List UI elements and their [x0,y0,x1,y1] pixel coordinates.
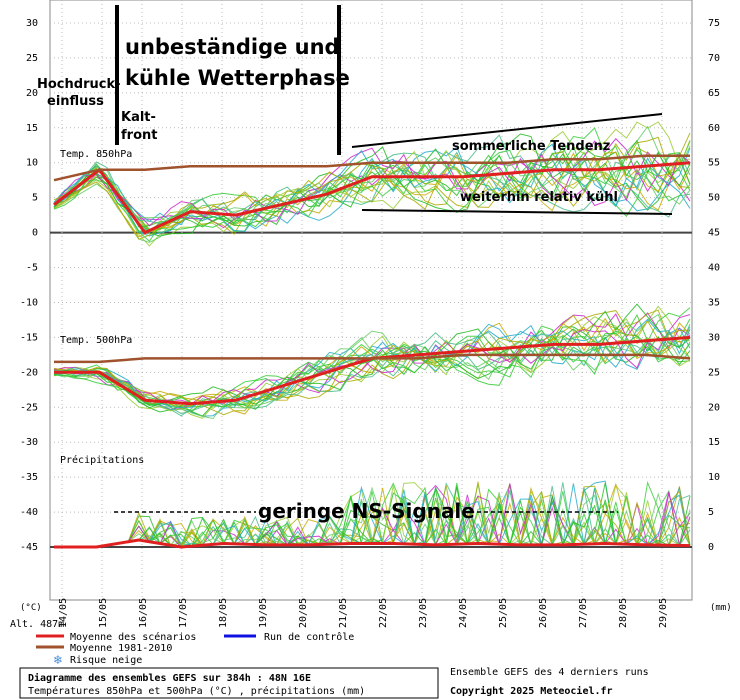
annotation-main-line2: kühle Wetterphase [125,66,350,90]
annotation-highpressure-2: einfluss [47,94,104,109]
right-tick-label: 40 [708,263,720,274]
date-tick-label: 26/05 [538,598,549,628]
right-tick-label: 0 [708,542,714,553]
left-tick-label: 20 [26,88,38,99]
footer-copyright: Copyright 2025 Meteociel.fr [450,685,613,697]
date-tick-label: 19/05 [258,598,269,628]
left-tick-label: 5 [32,193,38,204]
date-tick-label: 23/05 [418,598,429,628]
date-tick-label: 14/05 [58,598,69,628]
right-tick-label: 20 [708,402,720,413]
axes: 302520151050-5-10-15-20-25-30-35-40-4575… [20,18,720,628]
ensemble-member-precip [54,486,691,548]
left-tick-label: -10 [20,297,38,308]
date-tick-label: 25/05 [498,598,509,628]
left-tick-label: -30 [20,437,38,448]
legend-snow-label: Risque neige [70,655,142,666]
ensemble-member-850 [53,140,691,232]
date-tick-label: 21/05 [338,598,349,628]
ensemble-member-500 [53,316,691,419]
right-tick-label: 10 [708,472,720,483]
ensemble-member-850 [53,133,691,237]
ensemble-member-850 [53,138,691,229]
date-tick-label: 27/05 [578,598,589,628]
series-line-mean-0 [53,161,691,235]
series-line-climo-1 [54,353,691,364]
date-tick-label: 15/05 [98,598,109,628]
right-tick-label: 60 [708,123,720,134]
grid [50,0,692,600]
ensemble-member-500 [53,309,691,416]
plot-area [49,0,693,601]
right-tick-label: 15 [708,437,720,448]
footer-box [19,667,439,699]
date-tick-label: 17/05 [178,598,189,628]
legend-control-label: Run de contrôle [264,631,354,643]
right-tick-label: 35 [708,297,720,308]
annotation-precip: geringe NS-Signale [258,499,475,523]
left-tick-label: 25 [26,53,38,64]
left-tick-label: -20 [20,367,38,378]
legend-climo-label: Moyenne 1981-2010 [70,643,172,654]
right-tick-label: 45 [708,228,720,239]
left-tick-label: -5 [26,263,38,274]
annotation-trend-down: weiterhin relativ kühl [460,190,618,205]
annotation-coldfront-1: Kalt- [121,110,156,125]
left-tick-label: 15 [26,123,38,134]
ensemble-member-500 [53,317,691,401]
annotation-main-line1: unbeständige und [125,35,340,59]
right-tick-label: 65 [708,88,720,99]
panel-label-850: Temp. 850hPa [60,149,132,160]
right-tick-label: 5 [708,507,714,518]
right-tick-label: 55 [708,158,720,169]
left-tick-label: 0 [32,228,38,239]
footer-title: Diagramme des ensembles GEFS sur 384h : … [28,672,311,684]
date-tick-label: 20/05 [298,598,309,628]
right-tick-label: 50 [708,193,720,204]
annotation-coldfront-2: front [121,128,157,143]
footer-subtitle: Températures 850hPa et 500hPa (°C) , pré… [28,685,365,697]
left-tick-label: -40 [20,507,38,518]
left-tick-label: 30 [26,18,38,29]
left-tick-label: 10 [26,158,38,169]
legend-mean-label: Moyenne des scénarios [70,631,196,643]
ensemble-member-850 [53,134,691,225]
series-line-climo-0 [53,154,690,182]
annotation-trend-up: sommerliche Tendenz [452,139,610,154]
series-line-mean-2 [54,538,691,549]
ensemble-member-850 [53,157,691,225]
annotation-highpressure-1: Hochdruck- [37,77,121,92]
left-tick-label: -35 [20,472,38,483]
date-tick-label: 28/05 [618,598,629,628]
footer-runs: Ensemble GEFS des 4 derniers runs [450,667,649,678]
panel-label-500: Temp. 500hPa [60,335,132,346]
left-axis-unit: (°C) [20,603,42,613]
date-tick-label: 18/05 [218,598,229,628]
right-axis-unit: (mm) [710,603,732,613]
left-tick-label: -45 [20,542,38,553]
right-tick-label: 30 [708,332,720,343]
trend-down-line [361,209,673,215]
altitude-label: Alt. 487m [10,619,64,630]
trend-up-line [351,113,663,148]
ensemble-member-850 [53,143,691,232]
date-tick-label: 24/05 [458,598,469,628]
left-tick-label: -25 [20,402,38,413]
date-tick-label: 29/05 [658,598,669,628]
date-tick-label: 22/05 [378,598,389,628]
ensemble-member-precip [54,484,691,549]
snowflake-icon: ❄ [53,653,63,667]
right-tick-label: 75 [708,18,720,29]
ensemble-member-500 [53,313,691,420]
panel-label-precip: Précipitations [60,454,144,466]
mean-series [53,154,691,549]
right-tick-label: 25 [708,367,720,378]
left-tick-label: -15 [20,332,38,343]
date-tick-label: 16/05 [138,598,149,628]
right-tick-label: 70 [708,53,720,64]
